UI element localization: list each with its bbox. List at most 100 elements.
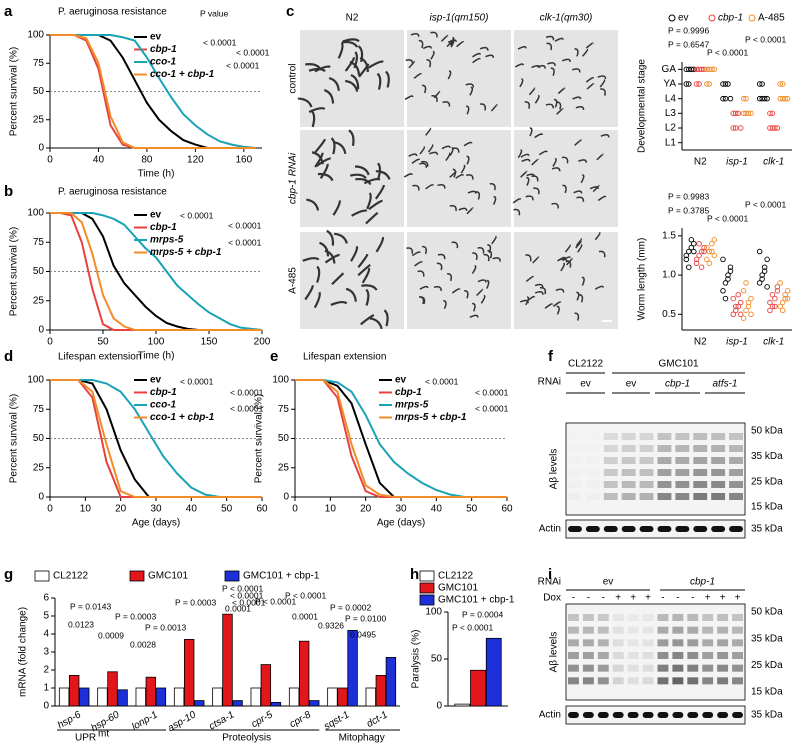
y-tick-label: L2 bbox=[665, 123, 677, 134]
blot-band bbox=[687, 626, 699, 634]
worm bbox=[517, 149, 523, 159]
y-tick-label: 75 bbox=[33, 404, 45, 415]
y-tick-label: L3 bbox=[665, 108, 677, 119]
blot-band bbox=[717, 677, 729, 685]
annotation: 0.0001 bbox=[225, 603, 251, 613]
data-point bbox=[686, 264, 692, 270]
data-point bbox=[727, 95, 734, 102]
x-tick-label: 100 bbox=[148, 337, 165, 348]
worm bbox=[534, 133, 544, 139]
x-tick-label: 150 bbox=[201, 337, 218, 348]
worm bbox=[369, 317, 383, 330]
blot-band bbox=[621, 433, 636, 440]
data-point bbox=[782, 295, 788, 302]
legend-label: cbp-1 bbox=[718, 13, 743, 24]
column-label: clk-1(qm30) bbox=[540, 13, 593, 24]
legend-swatch bbox=[224, 570, 240, 582]
y-tick-label: 100 bbox=[27, 375, 44, 386]
worm bbox=[366, 192, 372, 210]
data-point bbox=[779, 95, 786, 102]
blot-band bbox=[568, 457, 582, 464]
annotation: P < 0.0001 bbox=[452, 622, 493, 632]
worm bbox=[376, 162, 382, 180]
worm bbox=[526, 173, 536, 178]
worm bbox=[441, 145, 451, 150]
worm bbox=[573, 190, 583, 194]
y-tick-label: 100 bbox=[425, 607, 442, 618]
worm bbox=[358, 63, 370, 78]
annotation: < 0.0001 bbox=[203, 37, 237, 47]
worm bbox=[316, 265, 321, 283]
data-point bbox=[759, 276, 765, 282]
y-axis-label: Developmental stage bbox=[637, 59, 648, 153]
data-point bbox=[738, 125, 744, 131]
worm bbox=[586, 83, 595, 90]
blot-band bbox=[586, 445, 600, 452]
actin-band bbox=[657, 526, 672, 532]
blot-band bbox=[729, 493, 743, 500]
blot-band bbox=[711, 433, 726, 440]
blot-band bbox=[693, 469, 708, 476]
blot-band bbox=[627, 626, 639, 634]
worm bbox=[466, 174, 474, 180]
worm bbox=[598, 250, 606, 258]
blot-band bbox=[582, 652, 594, 659]
blot-band bbox=[597, 614, 609, 621]
x-tick-label: isp-1 bbox=[726, 337, 748, 348]
x-tick-label: 0 bbox=[47, 155, 53, 166]
y-axis-label: Percent survival (%) bbox=[254, 394, 265, 483]
worm bbox=[357, 264, 371, 277]
y-axis-label: Paralysis (%) bbox=[411, 630, 422, 689]
blot-band bbox=[639, 457, 654, 464]
worm bbox=[472, 52, 481, 58]
worm bbox=[365, 288, 370, 306]
data-point bbox=[769, 110, 776, 117]
worm bbox=[599, 79, 606, 88]
worm bbox=[442, 101, 451, 107]
data-point bbox=[709, 248, 715, 255]
x-tick-label: clk-1 bbox=[763, 337, 784, 348]
data-point bbox=[711, 237, 718, 243]
worm bbox=[357, 45, 364, 63]
worm bbox=[405, 59, 414, 65]
y-tick-label: 100 bbox=[272, 375, 289, 386]
bar bbox=[454, 703, 471, 707]
worm bbox=[597, 195, 607, 202]
actin-band bbox=[693, 526, 708, 532]
legend-label: cco-1 bbox=[150, 400, 177, 411]
x-tick-label: 80 bbox=[141, 155, 153, 166]
worm bbox=[350, 246, 359, 262]
x-tick-label: ctsa-1 bbox=[207, 709, 236, 732]
y-tick-label: 4 bbox=[43, 629, 49, 640]
data-point bbox=[738, 299, 744, 306]
worm bbox=[486, 279, 490, 289]
legend-label: ev bbox=[395, 375, 407, 386]
dox-state: + bbox=[645, 593, 651, 604]
worm bbox=[306, 198, 320, 211]
micrograph bbox=[407, 30, 511, 127]
worm bbox=[483, 253, 490, 262]
blot-band bbox=[693, 445, 708, 452]
bar bbox=[270, 702, 282, 707]
actin-band bbox=[642, 712, 654, 718]
y-tick-label: 50 bbox=[33, 86, 45, 97]
worm bbox=[427, 144, 434, 153]
survival-curve bbox=[50, 379, 262, 498]
legend-label: GMC101 bbox=[438, 583, 478, 594]
worm bbox=[472, 302, 476, 312]
blot-band bbox=[642, 626, 654, 634]
blot-label: Actin bbox=[539, 710, 561, 721]
worm bbox=[574, 139, 582, 146]
blot-band bbox=[582, 639, 594, 647]
worm bbox=[451, 241, 459, 249]
survival-curve bbox=[50, 212, 263, 331]
data-point bbox=[745, 303, 752, 310]
blot-band bbox=[675, 445, 690, 452]
blot-band bbox=[621, 457, 636, 464]
y-tick-label: 50 bbox=[431, 654, 443, 665]
actin-band bbox=[729, 526, 743, 532]
y-tick-label: 50 bbox=[33, 433, 45, 444]
data-point bbox=[725, 276, 731, 282]
worm bbox=[558, 258, 568, 263]
y-tick-label: 25 bbox=[33, 114, 45, 125]
